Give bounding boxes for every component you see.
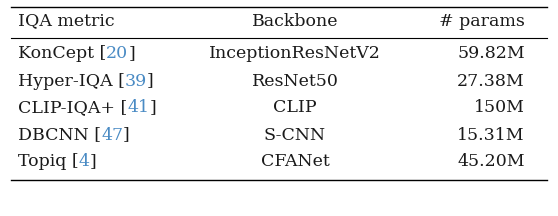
Text: # params: # params (439, 13, 525, 30)
Text: ]: ] (149, 100, 156, 116)
Text: S-CNN: S-CNN (264, 127, 326, 143)
Text: DBCNN [: DBCNN [ (18, 127, 101, 143)
Text: ResNet50: ResNet50 (252, 73, 339, 89)
Text: InceptionResNetV2: InceptionResNetV2 (209, 46, 381, 62)
Text: 47: 47 (101, 127, 123, 143)
Text: KonCept [: KonCept [ (18, 46, 106, 62)
Text: Topiq [: Topiq [ (18, 154, 79, 170)
Text: CLIP-IQA+ [: CLIP-IQA+ [ (18, 100, 127, 116)
Text: 15.31M: 15.31M (458, 127, 525, 143)
Text: ]: ] (147, 73, 154, 89)
Text: 39: 39 (125, 73, 147, 89)
Text: 59.82M: 59.82M (457, 46, 525, 62)
Text: ]: ] (123, 127, 130, 143)
Text: CLIP: CLIP (273, 100, 317, 116)
Text: CFANet: CFANet (261, 154, 329, 170)
Text: ]: ] (128, 46, 135, 62)
Text: Hyper-IQA [: Hyper-IQA [ (18, 73, 125, 89)
Text: 4: 4 (79, 154, 90, 170)
Text: Backbone: Backbone (252, 13, 338, 30)
Text: ]: ] (90, 154, 97, 170)
Text: IQA metric: IQA metric (18, 13, 114, 30)
Text: 27.38M: 27.38M (457, 73, 525, 89)
Text: 20: 20 (106, 46, 128, 62)
Text: 41: 41 (127, 100, 149, 116)
Text: 150M: 150M (474, 100, 525, 116)
Text: 45.20M: 45.20M (458, 154, 525, 170)
